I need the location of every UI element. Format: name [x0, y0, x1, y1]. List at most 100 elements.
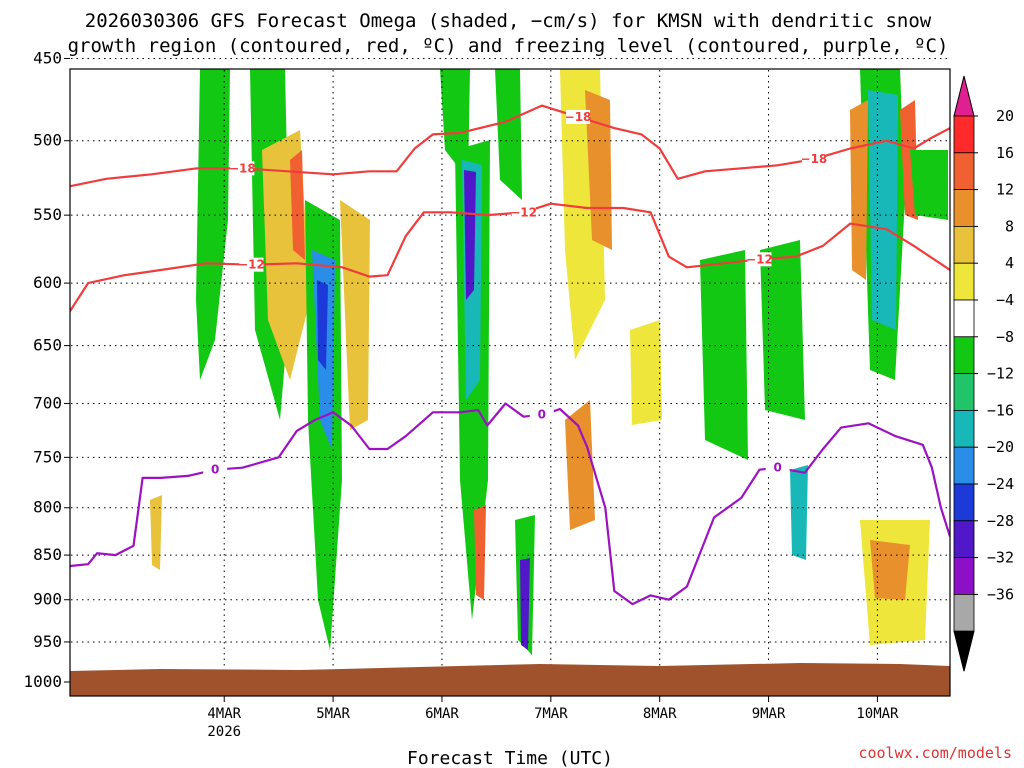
x-tick-label: 8MAR: [643, 706, 677, 722]
x-tick-label: 9MAR: [752, 706, 786, 722]
omega-blob: [196, 69, 230, 380]
y-tick-label: 900: [33, 590, 62, 609]
colorbar-segment: [953, 336, 975, 374]
colorbar-label: 4: [1005, 254, 1014, 272]
y-tick-label: 750: [33, 447, 62, 466]
omega-blob: [290, 150, 305, 260]
contour-label: −12: [510, 205, 537, 219]
x-tick-label: 7MAR: [534, 706, 568, 722]
contour-label-bg: [801, 152, 826, 167]
contour-label-bg: [511, 205, 536, 220]
omega-blob: [585, 90, 612, 250]
colorbar-segment: [953, 557, 975, 595]
omega-blob: [317, 280, 328, 370]
omega-blob: [565, 400, 595, 530]
contour-label-bg: [566, 109, 591, 124]
colorbar-segment: [953, 594, 975, 632]
omega-shading: [150, 69, 948, 655]
omega-blob: [520, 558, 530, 650]
colorbar-top-arrow: [953, 75, 975, 117]
credit-text: coolwx.com/models: [858, 744, 1012, 762]
x-tick-label: 5MAR: [316, 706, 350, 722]
colorbar-segment: [953, 409, 975, 448]
contour-label-bg: [203, 462, 228, 477]
colorbar-label: −28: [987, 512, 1014, 530]
contour-label-bg: [239, 257, 264, 272]
omega-blob: [495, 69, 522, 200]
y-tick-label: 450: [33, 48, 62, 67]
y-axis: 2503003504004505005506006507007508008509…: [23, 48, 70, 691]
omega-blob: [868, 90, 898, 330]
contour-label-bg: [230, 161, 255, 176]
colorbar-segment: [953, 520, 975, 558]
x-tick-label: 10MAR: [856, 706, 899, 722]
contour-label: −12: [746, 252, 773, 266]
omega-blob: [790, 465, 808, 560]
y-tick-label: 550: [33, 205, 62, 224]
colorbar-label: −16: [987, 401, 1014, 419]
x-tick-sublabel: 2026: [207, 724, 241, 740]
y-tick-label: 800: [33, 498, 62, 517]
omega-blob: [340, 200, 370, 430]
y-tick-label: 650: [33, 336, 62, 355]
chart-title-line1: 2026030306 GFS Forecast Omega (shaded, −…: [85, 10, 932, 32]
omega-blob: [700, 250, 748, 460]
colorbar-label: −24: [987, 475, 1014, 493]
omega-blob: [474, 505, 486, 600]
contour-label: 0: [211, 463, 219, 477]
omega-blob: [760, 240, 805, 420]
colorbar-segment: [953, 189, 975, 227]
plot-frame: [69, 68, 951, 697]
contour-label: 0: [538, 408, 546, 422]
contour-layer: −18 −18 −18 −12 −12 −12 0 0 0: [70, 104, 950, 606]
colorbar-label: −8: [996, 328, 1014, 346]
colorbar: 20 16 12 8 4 −4 −8 −12 −16 −20 −24 −28 −32 −36: [953, 75, 1014, 672]
omega-blob: [870, 540, 910, 600]
omega-blob: [464, 170, 476, 300]
colorbar-segment: [953, 446, 975, 485]
colorbar-label: −36: [987, 585, 1014, 603]
x-tick-label: 4MAR: [207, 706, 241, 722]
x-tick-label: 6MAR: [425, 706, 459, 722]
colorbar-label: −4: [996, 291, 1014, 309]
colorbar-segment: [953, 262, 975, 301]
contour-label: −18: [229, 161, 256, 175]
contour-label: −12: [238, 258, 265, 272]
contour-label-bg: [529, 407, 554, 422]
colorbar-segment: [953, 225, 975, 264]
colorbar-label: −12: [987, 365, 1014, 383]
y-tick-label: 850: [33, 545, 62, 564]
colorbar-label: 16: [996, 144, 1014, 162]
colorbar-segment: [953, 152, 975, 191]
y-tick-label: 700: [33, 393, 62, 412]
contour-label: 0: [773, 461, 781, 475]
y-tick-label: 1000: [23, 672, 62, 691]
colorbar-segment: [953, 483, 975, 522]
colorbar-label: −20: [987, 438, 1014, 456]
colorbar-label: 20: [996, 107, 1014, 125]
colorbar-segment: [953, 299, 975, 338]
x-axis-label: Forecast Time (UTC): [407, 748, 613, 768]
omega-blob: [150, 495, 162, 570]
ground-surface: [70, 663, 950, 696]
contour-label: −18: [565, 110, 592, 124]
contour-label-bg: [765, 460, 790, 475]
colorbar-label: −32: [987, 549, 1014, 567]
colorbar-label: 12: [996, 181, 1014, 199]
omega-blob: [910, 150, 948, 220]
omega-blob: [630, 320, 662, 425]
contour-label: −18: [801, 152, 828, 166]
y-tick-label: 500: [33, 131, 62, 150]
colorbar-segment: [953, 115, 975, 154]
colorbar-segment: [953, 373, 975, 411]
y-tick-label: 600: [33, 273, 62, 292]
colorbar-bottom-arrow: [953, 630, 975, 672]
chart-title-line2: growth region (contoured, red, ºC) and f…: [68, 35, 949, 57]
omega-blob: [850, 100, 868, 280]
colorbar-label: 8: [1005, 217, 1014, 235]
y-tick-label: 950: [33, 632, 62, 651]
contour-line: [70, 104, 950, 188]
x-axis: 4MAR 2026 5MAR 6MAR 7MAR 8MAR 9MAR 10MAR: [207, 696, 899, 740]
contour-label-bg: [747, 252, 772, 267]
